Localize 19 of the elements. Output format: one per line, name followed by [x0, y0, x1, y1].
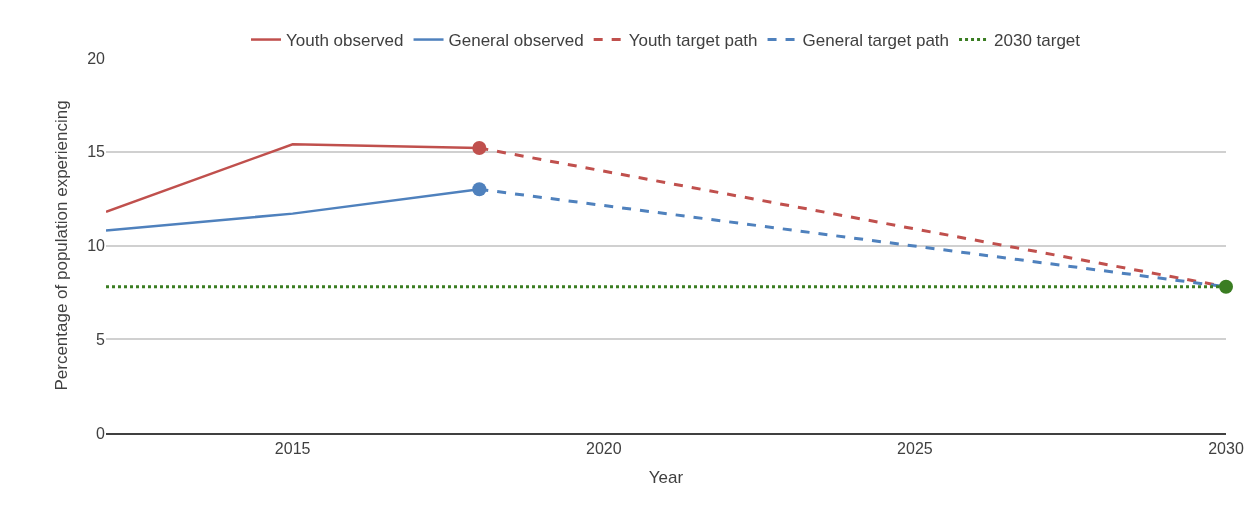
- legend-label: 2030 target: [994, 31, 1081, 51]
- y-axis-title: Percentage of population experiencing: [51, 100, 71, 391]
- x-axis-title: Year: [648, 467, 684, 487]
- legend-label: Youth observed: [286, 31, 404, 51]
- y-tick-label: 0: [96, 424, 106, 442]
- x-tick-label: 2030: [1208, 439, 1244, 457]
- legend-label: General target path: [802, 31, 950, 51]
- x-tick-label: 2015: [274, 439, 311, 457]
- point: [472, 182, 487, 197]
- y-tick-label: 15: [87, 143, 106, 161]
- legend-label: General observed: [448, 31, 584, 51]
- y-tick-label: 10: [87, 237, 106, 255]
- y-tick-label: 5: [96, 330, 106, 348]
- y-tick-label: 20: [87, 49, 106, 67]
- legend-label: Youth target path: [628, 31, 758, 51]
- point: [472, 141, 487, 155]
- point: [1219, 279, 1233, 294]
- x-tick-label: 2025: [897, 439, 933, 457]
- x-tick-label: 2020: [585, 439, 622, 457]
